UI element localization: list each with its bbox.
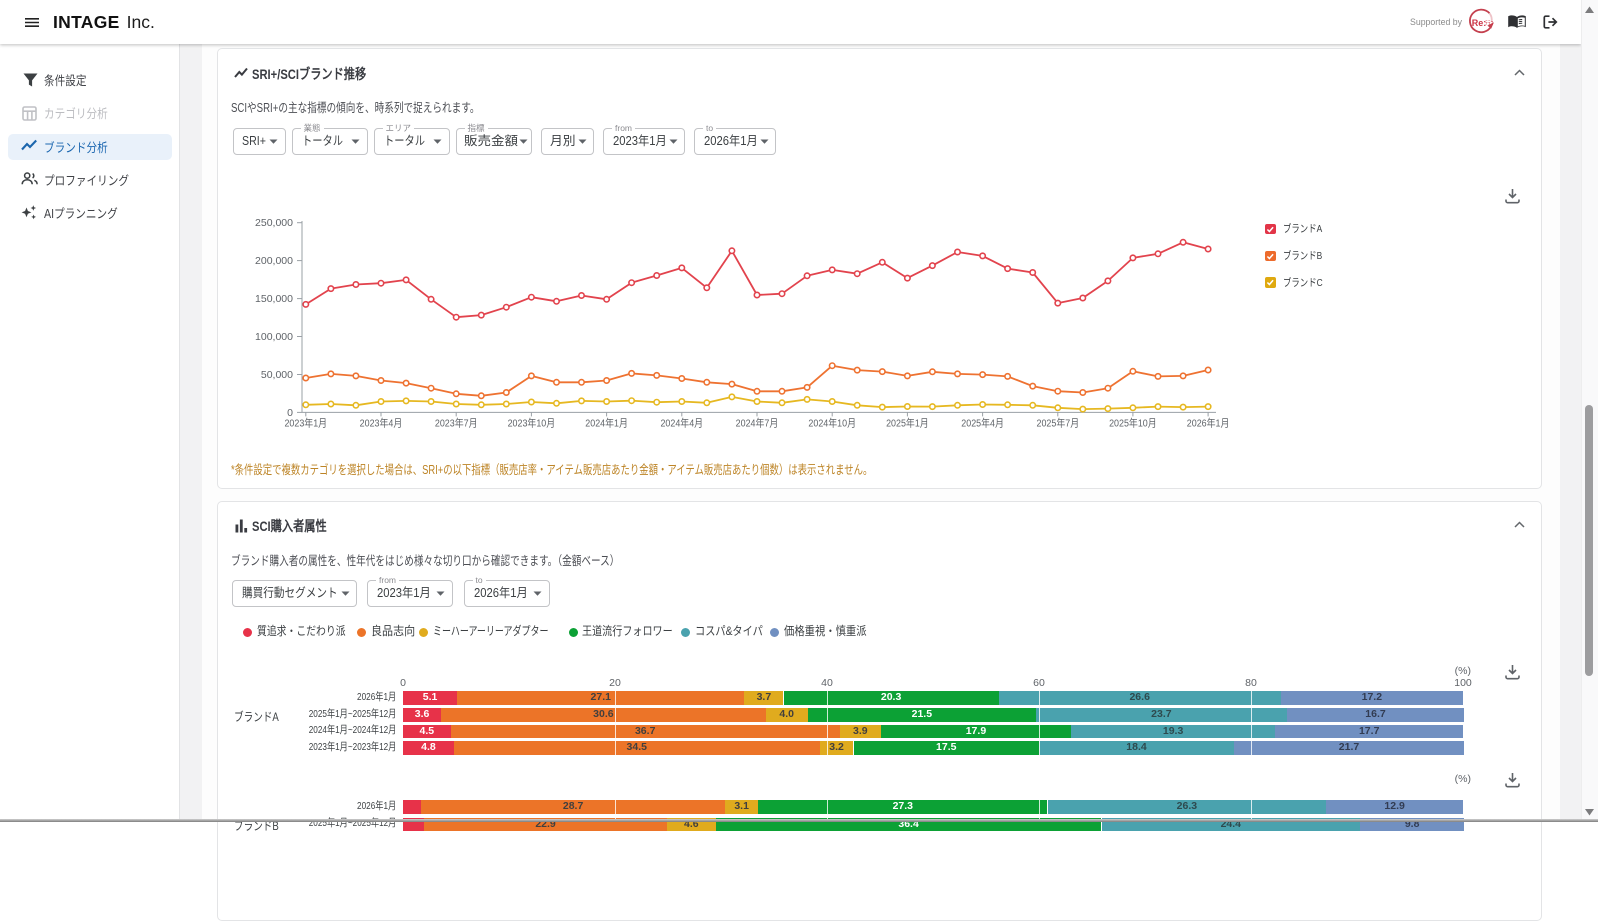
svg-text:Re:: Re:: [1472, 18, 1487, 28]
svg-text:0: 0: [287, 407, 293, 419]
svg-text:2025年1月: 2025年1月: [886, 416, 929, 430]
svg-text:150,000: 150,000: [255, 293, 293, 305]
svg-text:250,000: 250,000: [255, 217, 293, 229]
svg-text:2025年4月: 2025年4月: [961, 416, 1004, 430]
svg-text:2023年1月: 2023年1月: [284, 416, 327, 430]
svg-text:2024年4月: 2024年4月: [660, 416, 703, 430]
svg-text:2024年10月: 2024年10月: [808, 416, 856, 430]
svg-text:50,000: 50,000: [261, 369, 293, 381]
svg-text:ﾃﾗｽ: ﾃﾗｽ: [1485, 20, 1494, 27]
svg-text:2024年7月: 2024年7月: [736, 416, 779, 430]
svg-text:100,000: 100,000: [255, 331, 293, 343]
svg-text:2023年4月: 2023年4月: [360, 416, 403, 430]
svg-text:2023年7月: 2023年7月: [435, 416, 478, 430]
svg-text:2024年1月: 2024年1月: [585, 416, 628, 430]
svg-text:2025年7月: 2025年7月: [1036, 416, 1079, 430]
svg-text:2026年1月: 2026年1月: [1187, 416, 1230, 430]
svg-text:2025年10月: 2025年10月: [1109, 416, 1157, 430]
svg-text:200,000: 200,000: [255, 255, 293, 267]
svg-text:2023年10月: 2023年10月: [508, 416, 556, 430]
